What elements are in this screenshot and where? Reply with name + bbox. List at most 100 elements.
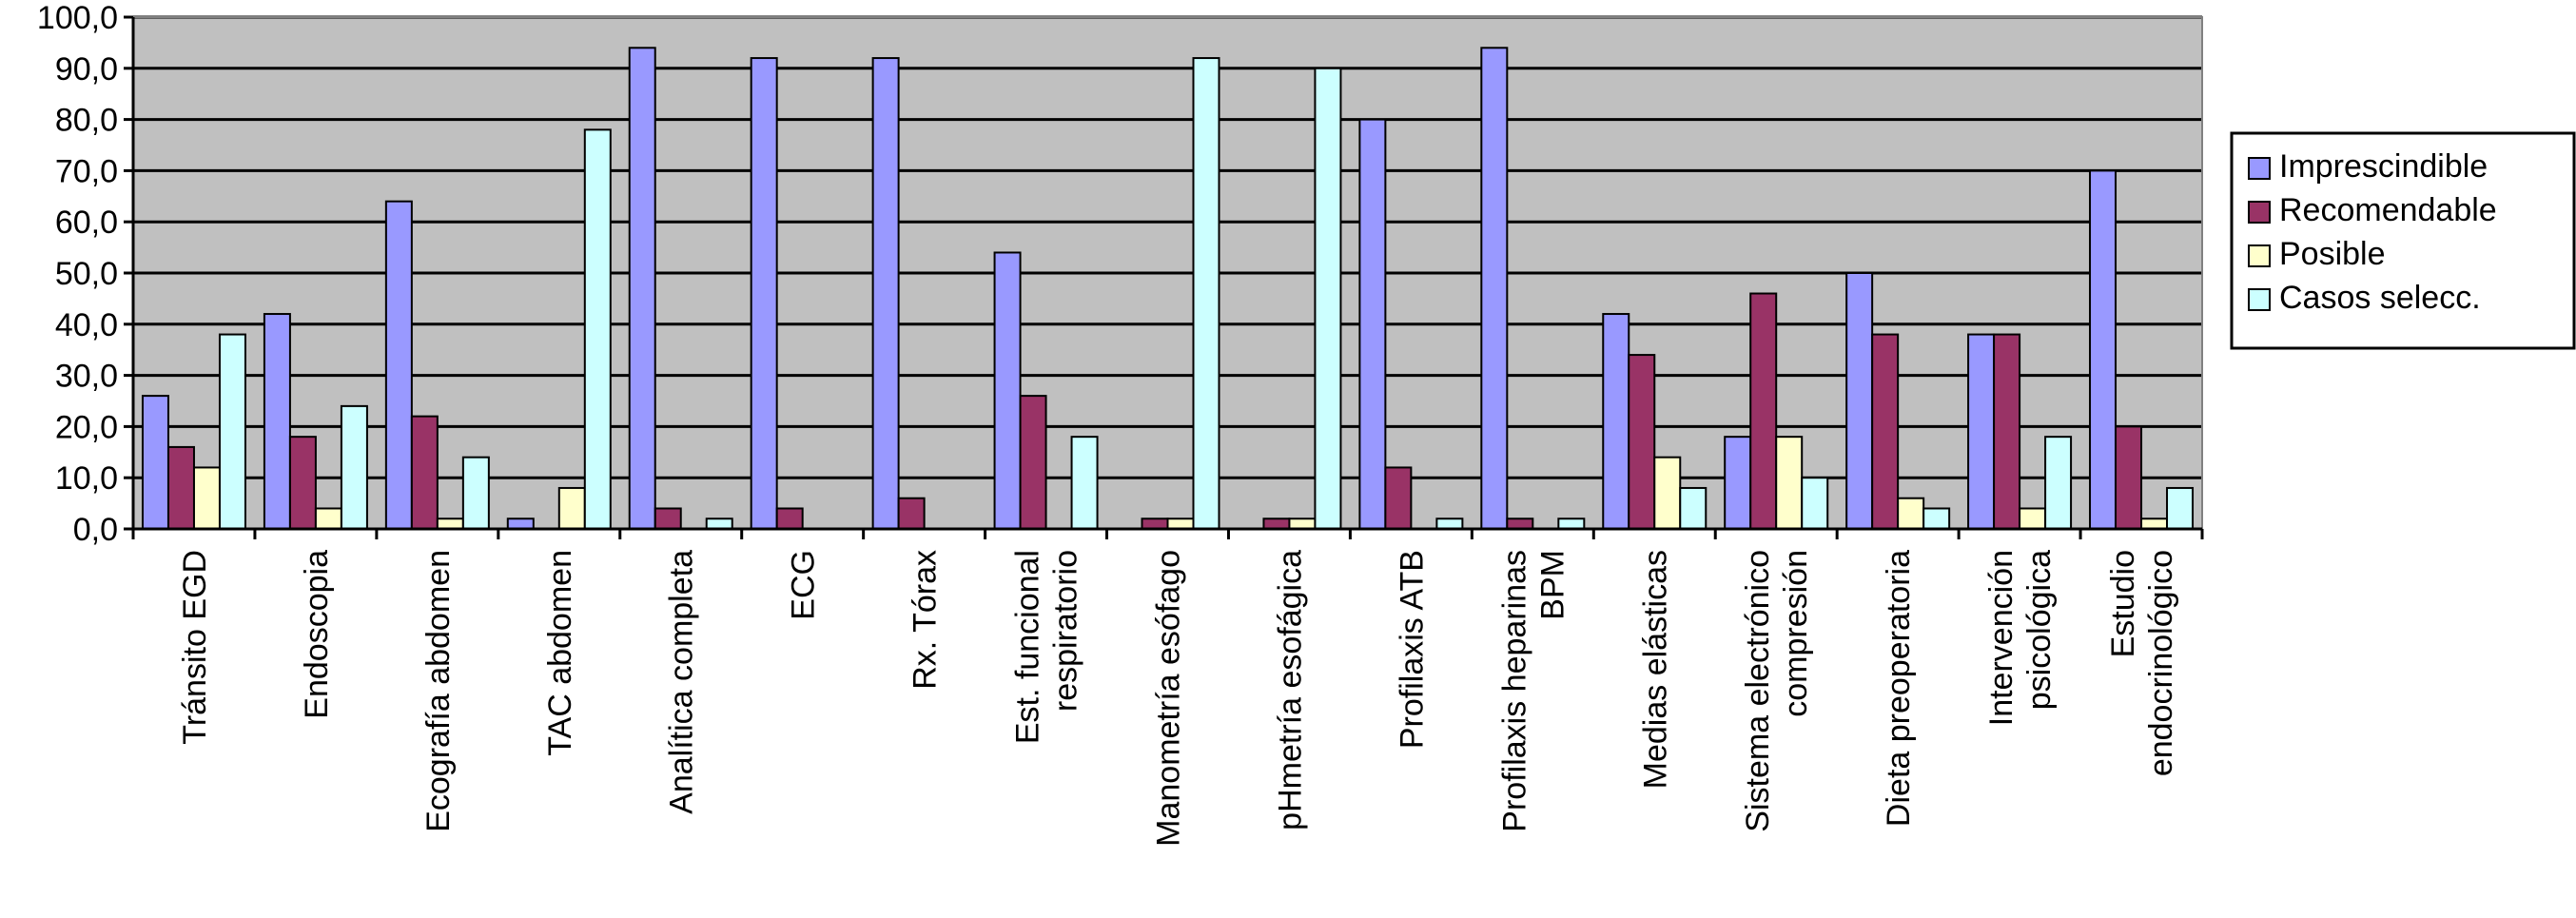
bar xyxy=(871,57,900,530)
y-tick-label: 10,0 xyxy=(55,460,118,497)
legend-item: Posible xyxy=(2248,236,2386,272)
x-category-label-line: Medias elásticas xyxy=(1637,550,1673,789)
y-tick-label: 40,0 xyxy=(55,307,118,343)
bar xyxy=(340,404,368,530)
x-category-label-line: Manometría esófago xyxy=(1151,550,1187,847)
bar xyxy=(1314,67,1342,531)
x-category-label: Intervención psicológica xyxy=(1983,550,2058,726)
bar xyxy=(192,466,221,530)
bar xyxy=(436,518,464,530)
x-category-label-line: Intervención xyxy=(1983,550,2020,726)
legend: Imprescindible Recomendable Posible Casos s… xyxy=(2230,131,2576,350)
bar xyxy=(1801,477,1829,531)
bar xyxy=(1019,395,1047,530)
x-category-label-line: Profilaxis heparinas xyxy=(1496,550,1532,832)
bar xyxy=(2019,507,2047,530)
x-category-label-line: TAC abdomen xyxy=(542,550,578,756)
bar xyxy=(1602,313,1630,531)
bar xyxy=(1845,272,1874,530)
bar xyxy=(1557,518,1586,530)
legend-swatch xyxy=(2248,288,2271,311)
bar xyxy=(2115,425,2143,530)
x-category-label: Tránsito EGD xyxy=(177,550,213,745)
legend-swatch xyxy=(2248,201,2271,224)
x-category-label-line: compresión xyxy=(1778,550,1814,717)
y-tick-label: 70,0 xyxy=(55,153,118,189)
bar xyxy=(1384,466,1413,530)
x-category-label-line: ECG xyxy=(786,550,822,620)
x-category-label-line: psicológica xyxy=(2021,550,2058,710)
y-tick-labels: 0,0 10,0 20,0 30,0 40,0 50,0 60,0 70,0 80,0 90,0 1… xyxy=(37,0,118,548)
bar xyxy=(1897,497,1925,530)
bar xyxy=(410,415,439,531)
bar xyxy=(1871,333,1900,530)
x-category-label-line: Est. funcional xyxy=(1010,550,1046,744)
bar xyxy=(993,251,1022,530)
x-category-label: Profilaxis ATB xyxy=(1394,550,1430,749)
legend-swatch xyxy=(2248,244,2271,267)
bar xyxy=(1653,456,1682,530)
bar xyxy=(1506,518,1534,530)
x-category-label: Rx. Tórax xyxy=(907,550,944,690)
bar xyxy=(705,518,733,530)
bar xyxy=(583,128,612,531)
x-category-label-line: Analítica completa xyxy=(664,550,700,814)
bar xyxy=(1358,118,1387,530)
x-category-label: Analítica completa xyxy=(664,550,700,814)
x-category-label: Dieta preoperatoria xyxy=(1881,550,1917,827)
bar xyxy=(654,507,682,530)
bar xyxy=(1141,518,1169,530)
legend-label: Casos selecc. xyxy=(2279,280,2481,316)
x-category-label: Estudio endocrinológico xyxy=(2105,550,2179,776)
bar xyxy=(218,333,246,530)
bar xyxy=(384,200,413,530)
y-tick-label: 90,0 xyxy=(55,51,118,88)
bars xyxy=(141,47,2195,531)
x-category-label: pHmetría esofágica xyxy=(1272,550,1308,830)
x-category-label: TAC abdomen xyxy=(542,550,578,756)
legend-box xyxy=(2230,131,2576,350)
x-category-label-line: Endoscopia xyxy=(299,550,335,719)
x-category-label-line: Dieta preoperatoria xyxy=(1881,550,1917,827)
x-category-label-line: Tránsito EGD xyxy=(177,550,213,745)
x-category-label: Profilaxis heparinas BPM xyxy=(1496,550,1571,832)
bar xyxy=(2166,486,2195,531)
bar xyxy=(1628,354,1656,530)
bar xyxy=(1480,47,1509,530)
legend-label: Recomendable xyxy=(2279,192,2497,228)
x-category-label-line: Rx. Tórax xyxy=(907,550,944,690)
y-tick-label: 80,0 xyxy=(55,103,118,139)
y-tick-label: 20,0 xyxy=(55,409,118,445)
x-category-label-line: respiratorio xyxy=(1048,550,1084,712)
bar xyxy=(506,518,535,530)
bar xyxy=(557,486,586,531)
bar xyxy=(1166,518,1195,530)
bar xyxy=(1724,436,1752,530)
legend-label: Posible xyxy=(2279,236,2386,272)
bar xyxy=(2140,518,2169,530)
legend-swatch xyxy=(2248,157,2271,180)
x-category-label-line: endocrinológico xyxy=(2143,550,2179,776)
bar xyxy=(166,445,195,531)
bar xyxy=(1288,518,1317,530)
bar xyxy=(1993,333,2021,530)
x-category-label-line: Sistema electrónico xyxy=(1740,550,1776,832)
x-category-label: Ecografía abdomen xyxy=(420,550,457,832)
bar xyxy=(2044,436,2073,530)
x-category-label-line: Ecografía abdomen xyxy=(420,550,457,832)
bar xyxy=(263,313,291,531)
bar xyxy=(750,57,778,530)
bar xyxy=(897,497,926,530)
bar xyxy=(1262,518,1291,530)
x-category-label: ECG xyxy=(786,550,822,620)
bar xyxy=(2089,169,2117,530)
legend-item: Imprescindible xyxy=(2248,148,2488,185)
x-category-label-line: Estudio xyxy=(2105,550,2141,657)
y-tick-label: 30,0 xyxy=(55,359,118,395)
bar xyxy=(1775,436,1804,530)
bar xyxy=(288,436,317,530)
bar xyxy=(141,395,169,530)
legend-item: Recomendable xyxy=(2248,192,2497,228)
bar xyxy=(314,507,342,530)
bar xyxy=(1435,518,1464,530)
